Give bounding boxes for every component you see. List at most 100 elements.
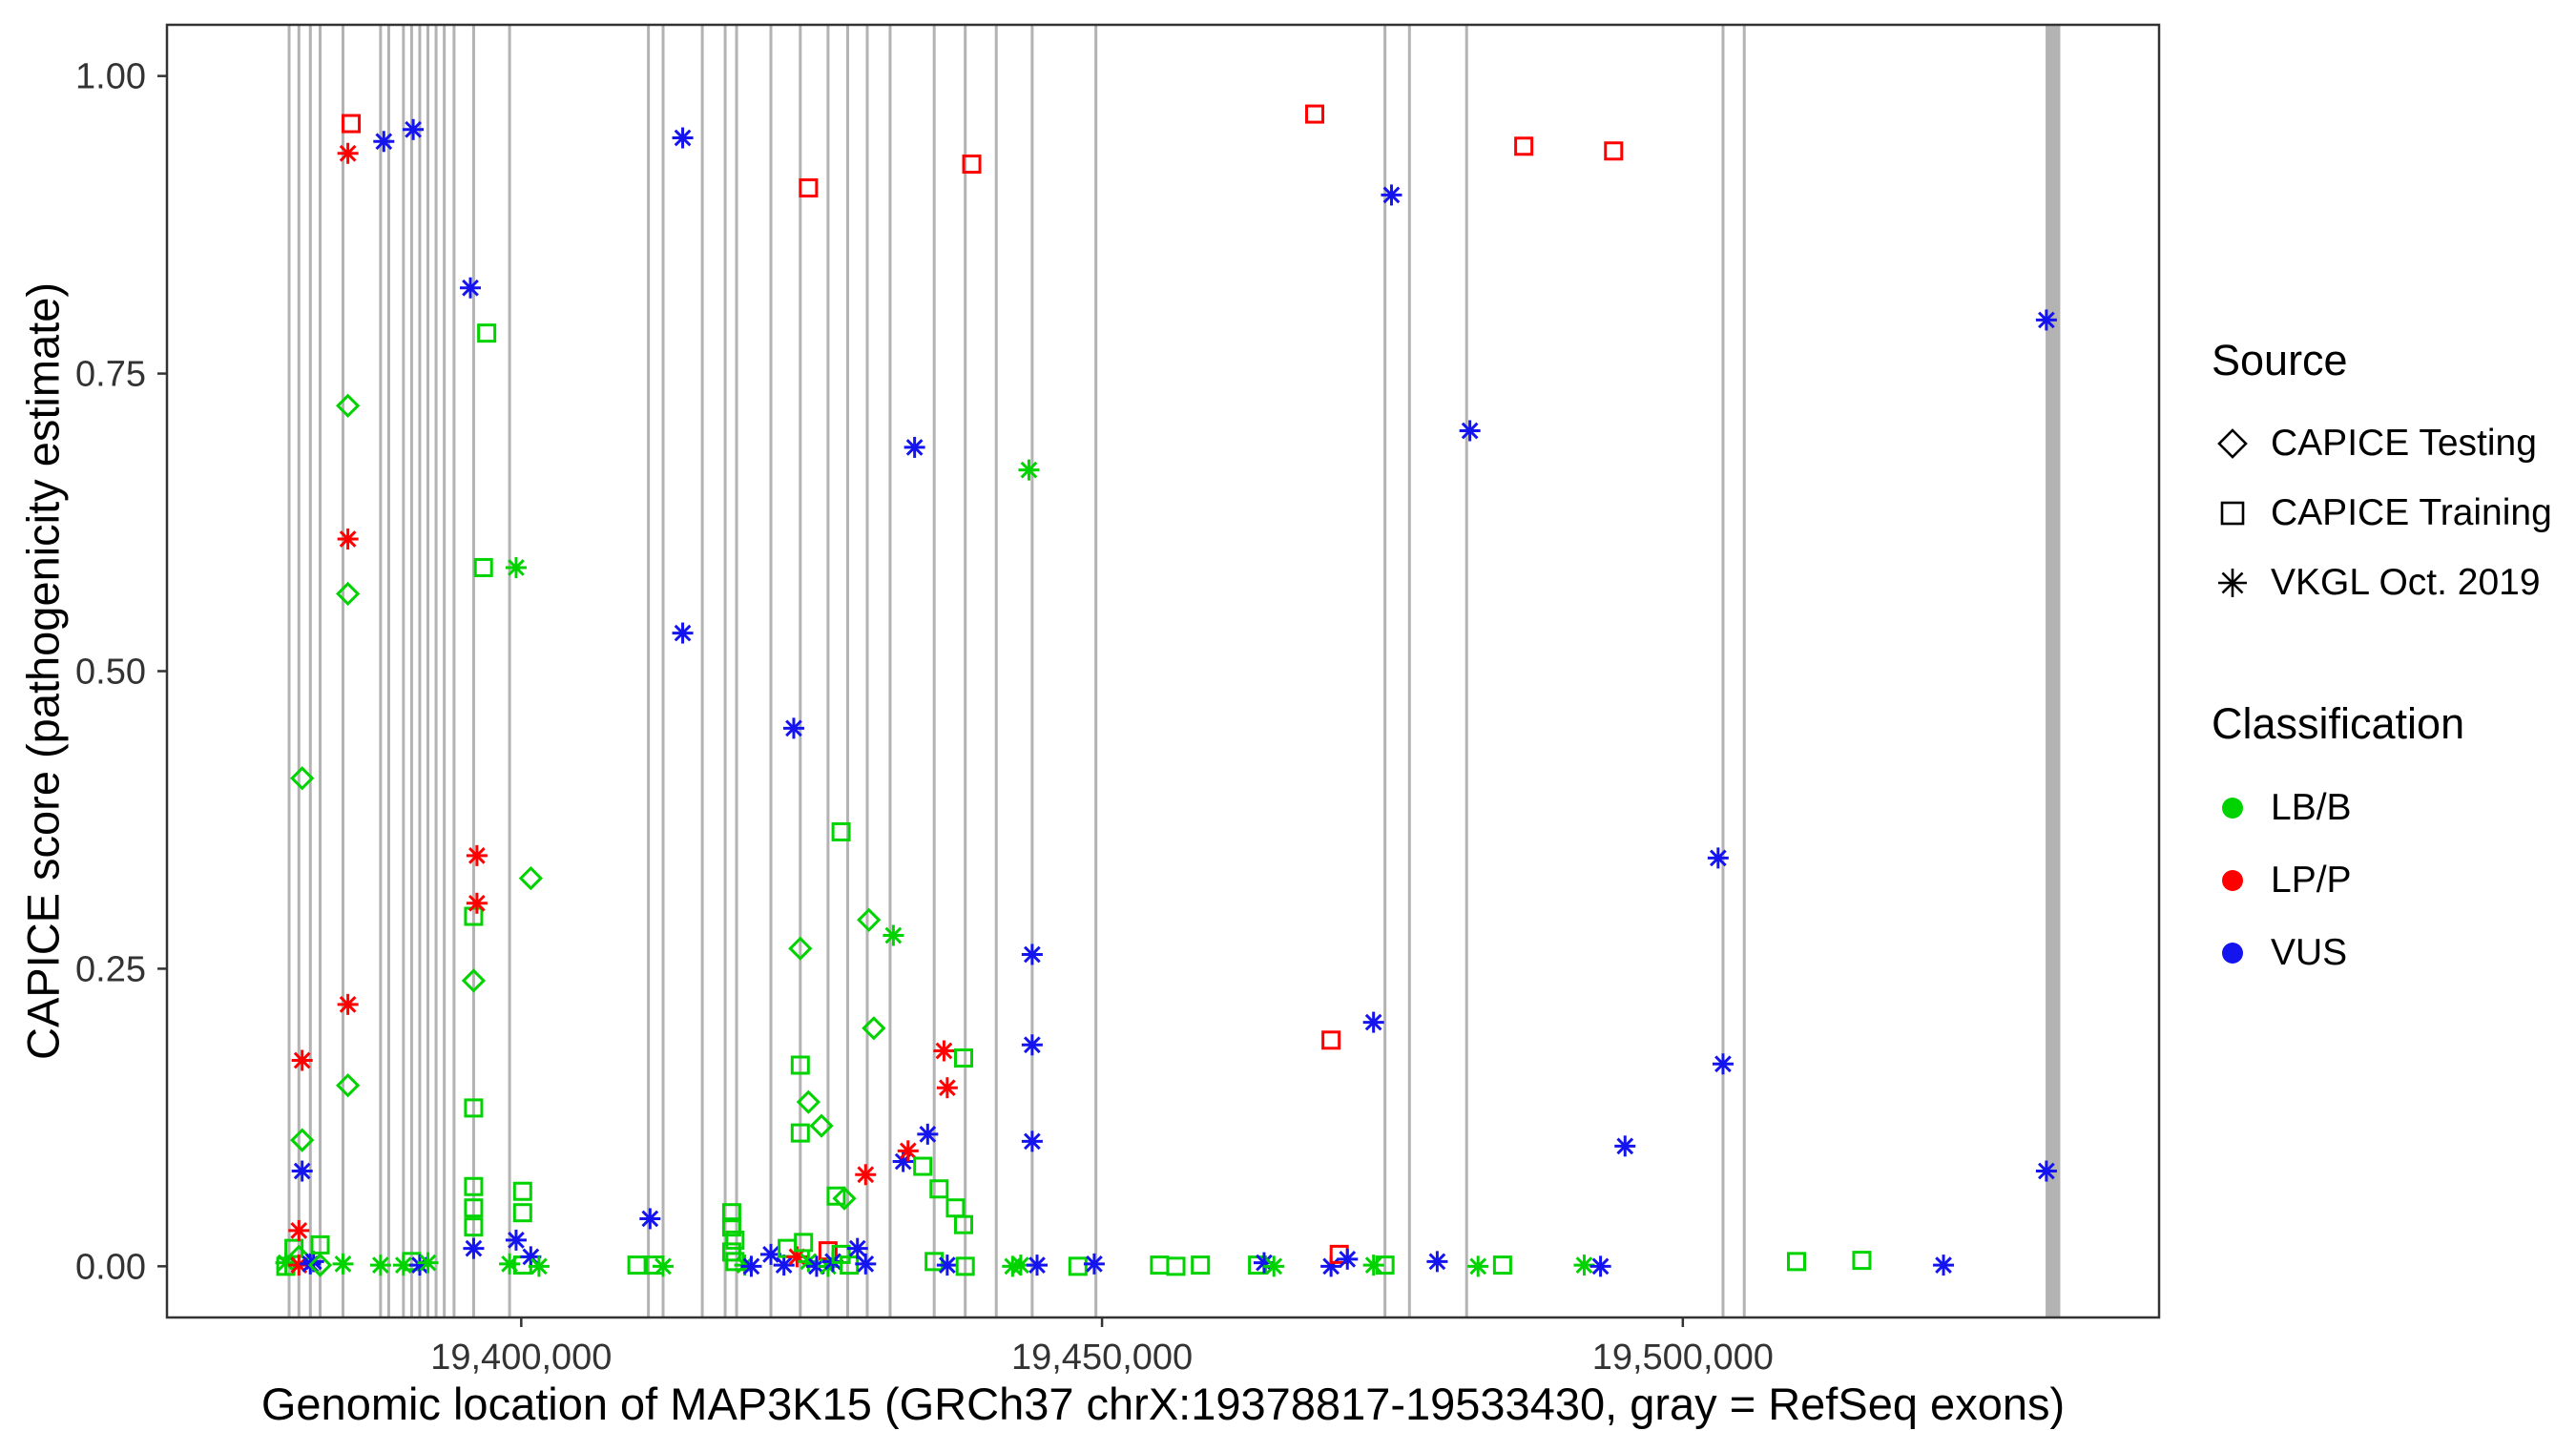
data-point bbox=[1492, 1255, 1512, 1275]
data-point bbox=[782, 717, 804, 739]
data-point bbox=[953, 1048, 973, 1068]
data-point bbox=[1573, 1255, 1595, 1276]
exon-line bbox=[964, 25, 967, 1317]
y-axis-tick-label: 0.25 bbox=[75, 949, 146, 989]
data-point bbox=[627, 1255, 647, 1275]
data-point bbox=[337, 529, 359, 550]
data-point bbox=[373, 131, 395, 153]
data-point bbox=[464, 1198, 484, 1218]
exon-line bbox=[1383, 25, 1387, 1317]
x-axis-tick-label: 19,450,000 bbox=[1011, 1338, 1193, 1378]
data-point bbox=[464, 1217, 484, 1237]
data-point bbox=[790, 1123, 810, 1143]
data-point bbox=[332, 1253, 354, 1275]
exon-line bbox=[319, 25, 322, 1317]
data-point bbox=[1191, 1255, 1211, 1275]
data-point bbox=[855, 1164, 877, 1186]
data-point bbox=[310, 1234, 330, 1255]
data-point bbox=[725, 1230, 745, 1250]
data-point bbox=[809, 1113, 834, 1138]
exon-line bbox=[402, 25, 405, 1317]
data-point bbox=[1021, 1034, 1043, 1056]
exon-line bbox=[1465, 25, 1468, 1317]
y-axis-tick-label: 1.00 bbox=[75, 57, 146, 97]
data-point bbox=[799, 177, 819, 197]
data-point bbox=[337, 993, 359, 1015]
data-point bbox=[831, 821, 851, 841]
data-point bbox=[832, 1186, 857, 1211]
data-point bbox=[466, 844, 488, 866]
data-point bbox=[883, 924, 904, 946]
exon-line bbox=[932, 25, 936, 1317]
exon-line bbox=[994, 25, 998, 1317]
exon-line bbox=[341, 25, 344, 1317]
data-point bbox=[2035, 1160, 2057, 1182]
data-point bbox=[953, 1214, 973, 1234]
data-point bbox=[1467, 1255, 1489, 1277]
data-point bbox=[936, 1255, 958, 1276]
data-point bbox=[2035, 309, 2057, 331]
data-point bbox=[1604, 141, 1624, 161]
data-point bbox=[1381, 184, 1402, 206]
data-point bbox=[336, 581, 361, 607]
data-point bbox=[1459, 420, 1481, 442]
data-point bbox=[933, 1040, 955, 1062]
data-point bbox=[291, 1160, 313, 1182]
data-point bbox=[788, 936, 813, 961]
legend-item-vkgl: VKGL Oct. 2019 bbox=[2212, 548, 2552, 617]
data-point bbox=[1150, 1255, 1170, 1275]
data-point bbox=[1514, 136, 1534, 156]
green-dot-icon bbox=[2222, 798, 2243, 819]
data-point bbox=[463, 1237, 485, 1259]
data-point bbox=[505, 1229, 527, 1251]
data-point bbox=[464, 1176, 484, 1196]
data-point bbox=[794, 1233, 814, 1253]
data-point bbox=[336, 1073, 361, 1098]
y-axis-title: CAPICE score (pathogenicity estimate) bbox=[17, 282, 69, 1060]
data-point bbox=[336, 393, 361, 418]
data-point bbox=[505, 556, 527, 578]
data-point bbox=[955, 1256, 975, 1276]
data-point bbox=[466, 892, 488, 914]
data-point bbox=[855, 1253, 877, 1275]
data-point bbox=[290, 1128, 315, 1152]
data-point bbox=[857, 907, 882, 932]
data-point bbox=[826, 1186, 846, 1206]
data-point bbox=[1712, 1053, 1734, 1075]
data-point bbox=[672, 622, 694, 644]
x-axis-tick-label: 19,500,000 bbox=[1592, 1338, 1774, 1378]
data-point bbox=[417, 1252, 439, 1274]
data-point bbox=[512, 1181, 532, 1201]
data-point bbox=[1021, 944, 1043, 965]
data-point bbox=[653, 1255, 675, 1277]
legend-item-lbb: LB/B bbox=[2212, 772, 2552, 844]
data-point bbox=[913, 1156, 933, 1176]
exon-line bbox=[845, 25, 849, 1317]
exon-line bbox=[1094, 25, 1098, 1317]
exon-line bbox=[409, 25, 413, 1317]
exon-line bbox=[471, 25, 475, 1317]
data-point bbox=[672, 127, 694, 149]
data-point bbox=[1021, 1130, 1043, 1152]
data-point bbox=[917, 1123, 939, 1145]
data-point bbox=[342, 114, 362, 134]
legend-classification-group: Classification LB/B LP/P VUS bbox=[2212, 699, 2552, 989]
data-point bbox=[1362, 1011, 1384, 1033]
data-point bbox=[1375, 1255, 1395, 1275]
data-point bbox=[929, 1179, 949, 1199]
legend-item-label: LB/B bbox=[2271, 787, 2352, 828]
data-point bbox=[740, 1255, 762, 1277]
data-point bbox=[1786, 1252, 1806, 1272]
exon-line bbox=[418, 25, 422, 1317]
exon-line bbox=[297, 25, 301, 1317]
exon-line bbox=[2046, 25, 2061, 1317]
exon-line bbox=[1742, 25, 1746, 1317]
exon-line bbox=[434, 25, 438, 1317]
exon-line bbox=[452, 25, 456, 1317]
data-point bbox=[773, 1255, 795, 1276]
diamond-icon bbox=[2217, 427, 2248, 459]
exon-line bbox=[379, 25, 383, 1317]
data-point bbox=[1027, 1255, 1049, 1276]
data-point bbox=[403, 118, 425, 140]
